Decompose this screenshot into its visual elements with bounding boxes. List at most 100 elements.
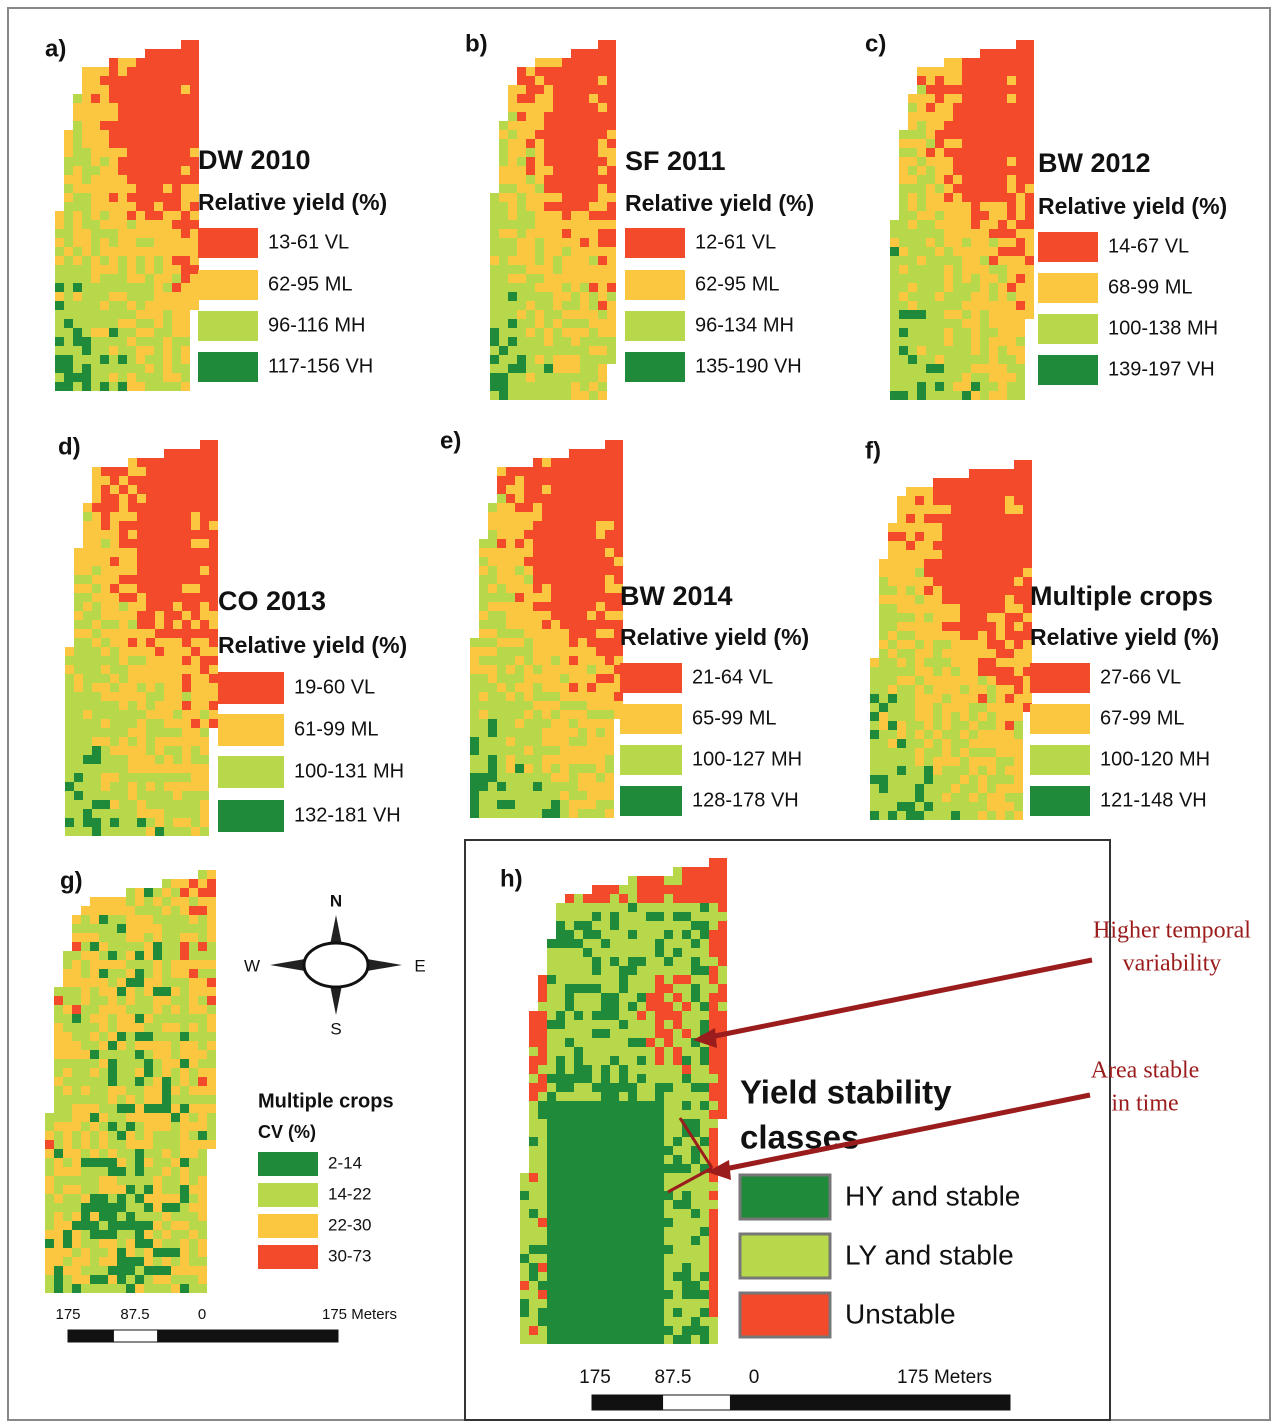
map-cell [526, 67, 535, 76]
map-cell [470, 665, 479, 674]
map-cell [137, 530, 146, 539]
map-cell [163, 166, 172, 175]
map-cell [137, 593, 146, 602]
map-cell [637, 1065, 646, 1074]
map-cell [200, 809, 209, 818]
map-cell [542, 782, 551, 791]
map-cell [506, 602, 515, 611]
map-cell [100, 211, 109, 220]
map-cell [91, 301, 100, 310]
map-cell [209, 449, 218, 458]
map-cell [145, 337, 154, 346]
map-cell [181, 256, 190, 265]
map-cell [580, 364, 589, 373]
map-cell [1007, 229, 1016, 238]
map-cell [601, 939, 610, 948]
map-cell [924, 631, 933, 640]
map-cell [899, 175, 908, 184]
map-cell [535, 292, 544, 301]
map-cell [118, 229, 127, 238]
map-cell [135, 1014, 144, 1023]
map-cell [533, 710, 542, 719]
map-cell [596, 692, 605, 701]
map-cell [145, 229, 154, 238]
map-cell [146, 485, 155, 494]
map-cell [126, 1194, 135, 1203]
map-cell [580, 355, 589, 364]
map-cell [180, 1248, 189, 1257]
map-cell [607, 238, 616, 247]
map-cell [200, 566, 209, 575]
map-cell [135, 1194, 144, 1203]
map-cell [565, 939, 574, 948]
map-cell [535, 301, 544, 310]
map-cell [109, 328, 118, 337]
map-cell [128, 539, 137, 548]
map-cell [978, 595, 987, 604]
map-cell [691, 1020, 700, 1029]
map-cell [63, 1275, 72, 1284]
map-cell [619, 903, 628, 912]
map-cell [207, 1050, 216, 1059]
map-cell [951, 730, 960, 739]
map-cell [700, 1083, 709, 1092]
map-cell [101, 620, 110, 629]
map-cell [897, 667, 906, 676]
field-map [520, 858, 727, 1344]
map-cell [596, 467, 605, 476]
map-cell [533, 584, 542, 593]
map-cell [535, 229, 544, 238]
map-cell [117, 1122, 126, 1131]
map-cell [544, 103, 553, 112]
map-cell [506, 539, 515, 548]
map-cell [933, 487, 942, 496]
map-cell [547, 1029, 556, 1038]
map-cell [980, 247, 989, 256]
map-cell [619, 966, 628, 975]
map-cell [605, 620, 614, 629]
map-cell [83, 647, 92, 656]
map-cell [515, 728, 524, 737]
map-cell [81, 1176, 90, 1185]
map-cell [1016, 337, 1025, 346]
map-cell [137, 809, 146, 818]
map-cell [890, 355, 899, 364]
map-cell [209, 530, 218, 539]
map-cell [63, 1167, 72, 1176]
map-cell [72, 1239, 81, 1248]
map-cell [163, 355, 172, 364]
map-cell [560, 674, 569, 683]
map-cell [607, 229, 616, 238]
map-cell [926, 355, 935, 364]
map-cell [951, 577, 960, 586]
map-cell [578, 449, 587, 458]
map-cell [180, 951, 189, 960]
map-cell [915, 712, 924, 721]
map-cell [962, 256, 971, 265]
map-cell [1016, 346, 1025, 355]
map-cell [998, 157, 1007, 166]
map-cell [953, 148, 962, 157]
map-cell [944, 391, 953, 400]
map-cell [154, 220, 163, 229]
map-cell [980, 337, 989, 346]
map-cell [207, 1059, 216, 1068]
map-cell [117, 1239, 126, 1248]
map-cell [709, 867, 718, 876]
map-cell [64, 283, 73, 292]
map-cell [888, 703, 897, 712]
map-cell [145, 103, 154, 112]
map-cell [897, 550, 906, 559]
map-cell [951, 802, 960, 811]
map-cell [45, 1257, 54, 1266]
map-cell [83, 620, 92, 629]
map-cell [596, 620, 605, 629]
map-cell [173, 602, 182, 611]
map-cell [944, 121, 953, 130]
map-cell [117, 1284, 126, 1293]
map-cell [574, 966, 583, 975]
map-cell [1005, 640, 1014, 649]
map-cell [164, 773, 173, 782]
map-cell [969, 523, 978, 532]
map-cell [128, 746, 137, 755]
